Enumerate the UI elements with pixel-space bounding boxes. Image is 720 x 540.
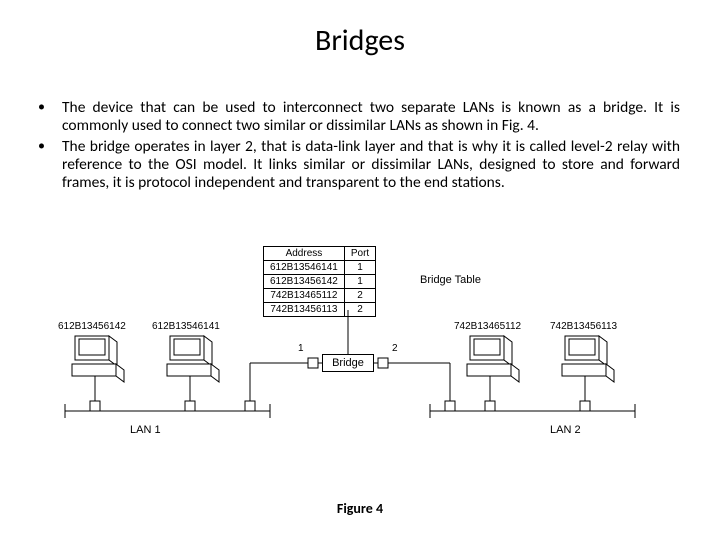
bullet-item: The device that can be used to interconn… [62, 99, 680, 136]
page-title: Bridges [0, 0, 720, 77]
bullet-list: The device that can be used to interconn… [0, 77, 720, 192]
diagram-bridge: Address Port 612B135461411 612B134561421… [60, 246, 660, 476]
bullet-item: The bridge operates in layer 2, that is … [62, 138, 680, 193]
diagram-svg [60, 246, 660, 476]
figure-caption: Figure 4 [0, 500, 720, 517]
